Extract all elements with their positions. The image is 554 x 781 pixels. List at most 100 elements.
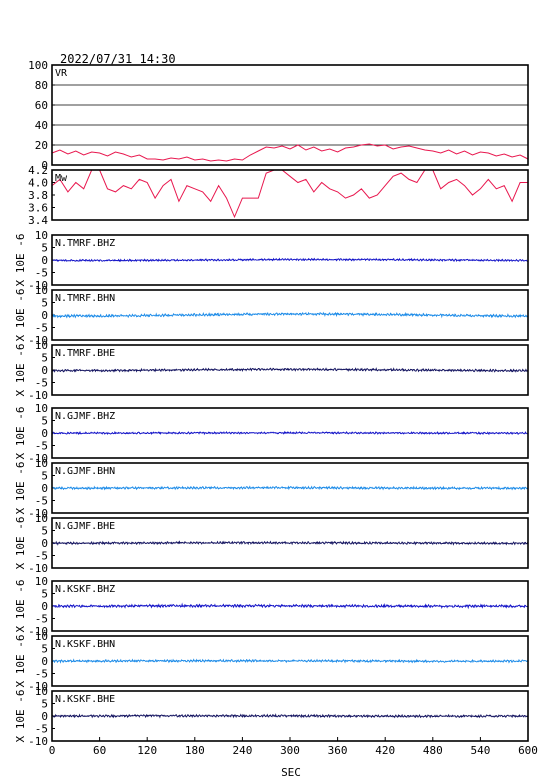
panel-frame [51,344,529,396]
y-tick-label: 10 [35,457,48,470]
series-line-10 [51,713,529,719]
y-tick-label: 5 [41,242,48,255]
y-tick-label: 40 [35,119,48,132]
panel-label: N.GJMF.BHE [55,521,115,532]
series-line-3 [51,311,529,319]
y-tick-label: 4.2 [28,164,48,177]
y-tick-label: 5 [41,588,48,601]
panel-label: N.TMRF.BHZ [55,238,115,249]
y-tick-label: 0 [41,309,48,322]
panel-label: Mw [55,173,68,184]
y-tick-label: 0 [41,159,48,172]
x-tick-label: 360 [328,744,348,757]
y-tick-label: 3.4 [28,214,48,227]
panel-frame [51,64,529,166]
y-axis-label: X 10E -6 [14,407,27,460]
y-tick-label: 0 [41,710,48,723]
panel-frame [51,462,529,514]
series-line-1 [51,169,528,219]
y-tick-label: -10 [28,562,48,575]
y-axis-label: X 10E -6 [14,517,27,570]
x-axis-label: SEC [281,766,301,779]
y-tick-label: 10 [35,284,48,297]
y-tick-label: 0 [41,600,48,613]
panel-1: 4.24.03.83.63.4 Mw [28,164,529,227]
y-tick-label: -5 [35,267,48,280]
panel-label: N.GJMF.BHZ [55,411,115,422]
panel-frame [51,517,529,569]
panel-frame [51,635,529,687]
y-tick-label: 10 [35,630,48,643]
x-tick-label: 480 [423,744,443,757]
x-tick-label: 120 [137,744,157,757]
y-tick-label: 10 [35,685,48,698]
x-tick-label: 180 [185,744,205,757]
y-tick-label: 3.6 [28,202,48,215]
y-axis-label: X 10E -6 [14,690,27,743]
y-tick-label: 0 [41,254,48,267]
y-tick-label: -10 [28,452,48,465]
x-tick-label: 540 [470,744,490,757]
y-tick-label: 4.0 [28,177,48,190]
panels: 100806040200VR4.24.03.83.63.4Mw1050-5-10… [14,59,529,748]
y-tick-label: -5 [35,322,48,335]
x-tick-label: 60 [93,744,106,757]
series-line-6 [51,485,529,491]
series-line-8 [51,602,529,610]
y-axis-label: X 10E -6 [14,580,27,633]
y-tick-label: 5 [41,470,48,483]
series-line-4 [51,367,529,373]
y-tick-label: 0 [41,537,48,550]
panel-label: N.KSKF.BHE [55,694,115,705]
y-tick-label: 5 [41,643,48,656]
y-tick-label: 5 [41,352,48,365]
series-line-7 [52,540,529,546]
y-axis-label: X 10E -6 [14,462,27,515]
y-tick-label: 20 [35,139,48,152]
x-tick-label: 0 [49,744,56,757]
figure-title: 2022/07/31 14:30 [60,52,176,66]
panel-frame [51,234,529,286]
y-tick-label: 60 [35,99,48,112]
y-tick-label: 100 [28,59,48,72]
y-axis-label: X 10E -6 [14,289,27,342]
x-axis: 0 60 120 180 240 300 360 420 480 540 600 [49,737,538,757]
panel-label: VR [55,68,68,79]
y-tick-label: 10 [35,575,48,588]
y-axis-label: X 10E -6 [14,344,27,397]
y-tick-label: 80 [35,79,48,92]
y-tick-label: -5 [35,668,48,681]
y-tick-label: 5 [41,297,48,310]
y-tick-label: 5 [41,698,48,711]
panel-label: N.KSKF.BHN [55,639,115,650]
y-axis-label: X 10E -6 [14,234,27,287]
y-tick-label: -10 [28,279,48,292]
y-tick-label: -5 [35,613,48,626]
panel-label: N.TMRF.BHE [55,348,115,359]
panel-frame [51,407,529,459]
y-tick-label: -10 [28,507,48,520]
series-line-2 [51,257,529,263]
y-tick-label: 3.8 [28,189,48,202]
panel-frame [51,580,529,632]
y-tick-label: -5 [35,550,48,563]
y-tick-label: 10 [35,229,48,242]
y-tick-label: 10 [35,339,48,352]
y-tick-label: 0 [41,655,48,668]
y-tick-label: 5 [41,525,48,538]
series-line-9 [51,658,529,664]
y-tick-label: -10 [28,625,48,638]
y-tick-label: 0 [41,482,48,495]
y-tick-label: 10 [35,402,48,415]
y-tick-label: 0 [41,427,48,440]
y-tick-label: 10 [35,512,48,525]
panel-label: N.TMRF.BHN [55,293,115,304]
y-tick-label: -5 [35,440,48,453]
